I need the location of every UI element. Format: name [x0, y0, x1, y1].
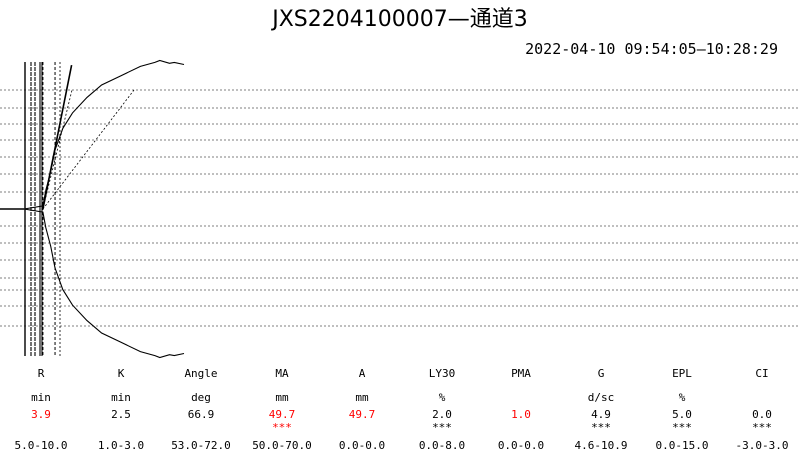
param-range: 4.6-10.9	[574, 439, 628, 452]
param-name: Angle	[184, 367, 218, 380]
param-unit: mm	[275, 391, 289, 404]
param-flag: ***	[432, 421, 452, 434]
tracing-chart	[0, 59, 800, 359]
param-flag: ***	[591, 421, 611, 434]
param-range: -3.0-3.0	[735, 439, 789, 452]
param-unit: %	[678, 391, 686, 404]
guide-line	[42, 89, 135, 210]
param-range-row: 5.0-10.0 1.0-3.0 53.0-72.0 50.0-70.0 0.0-0.0…	[0, 439, 800, 453]
param-flag: ***	[752, 421, 772, 434]
param-value: 2.5	[111, 408, 131, 421]
param-unit: min	[31, 391, 51, 404]
param-name-row: R K Angle MA A LY30 PMA G EPL CI	[0, 367, 800, 381]
param-range: 5.0-10.0	[14, 439, 68, 452]
param-flag-row: *** *** *** *** ***	[0, 421, 800, 435]
param-unit: mm	[355, 391, 369, 404]
param-value: 2.0	[432, 408, 452, 421]
param-unit: min	[111, 391, 131, 404]
param-unit: d/sc	[587, 391, 615, 404]
param-unit-row: min min deg mm mm% d/sc%	[0, 391, 800, 405]
angle-line	[42, 64, 73, 210]
param-flag: ***	[672, 421, 692, 434]
param-name: R	[37, 367, 45, 380]
param-range: 0.0-0.0	[497, 439, 545, 452]
param-flag: ***	[272, 421, 292, 434]
param-value: 3.9	[31, 408, 51, 421]
param-name: MA	[275, 367, 289, 380]
chart-title: JXS2204100007—通道3	[272, 7, 528, 32]
param-name: EPL	[672, 367, 692, 380]
param-range: 0.0-8.0	[418, 439, 466, 452]
param-name: K	[117, 367, 125, 380]
param-name: PMA	[511, 367, 531, 380]
series-upper-trace	[23, 59, 185, 210]
param-unit: deg	[191, 391, 211, 404]
param-name: CI	[755, 367, 769, 380]
param-value: 66.9	[187, 408, 215, 421]
param-value: 4.9	[591, 408, 611, 421]
param-range: 50.0-70.0	[252, 439, 312, 452]
param-value: 1.0	[511, 408, 531, 421]
time-range: 2022-04-10 09:54:05—10:28:29	[525, 40, 778, 58]
param-name: LY30	[428, 367, 456, 380]
param-value: 49.7	[268, 408, 296, 421]
series-lower-trace	[23, 208, 185, 359]
param-name: A	[358, 367, 366, 380]
param-value: 49.7	[348, 408, 376, 421]
param-name: G	[597, 367, 605, 380]
param-range: 0.0-15.0	[655, 439, 709, 452]
param-value-row: 3.9 2.5 66.9 49.7 49.7 2.0 1.0 4.9 5.0 0.0	[0, 408, 800, 422]
param-range: 53.0-72.0	[171, 439, 231, 452]
param-value: 0.0	[752, 408, 772, 421]
param-range: 0.0-0.0	[338, 439, 386, 452]
guide-line	[42, 89, 73, 210]
param-value: 5.0	[672, 408, 692, 421]
param-range: 1.0-3.0	[97, 439, 145, 452]
param-unit: %	[438, 391, 446, 404]
